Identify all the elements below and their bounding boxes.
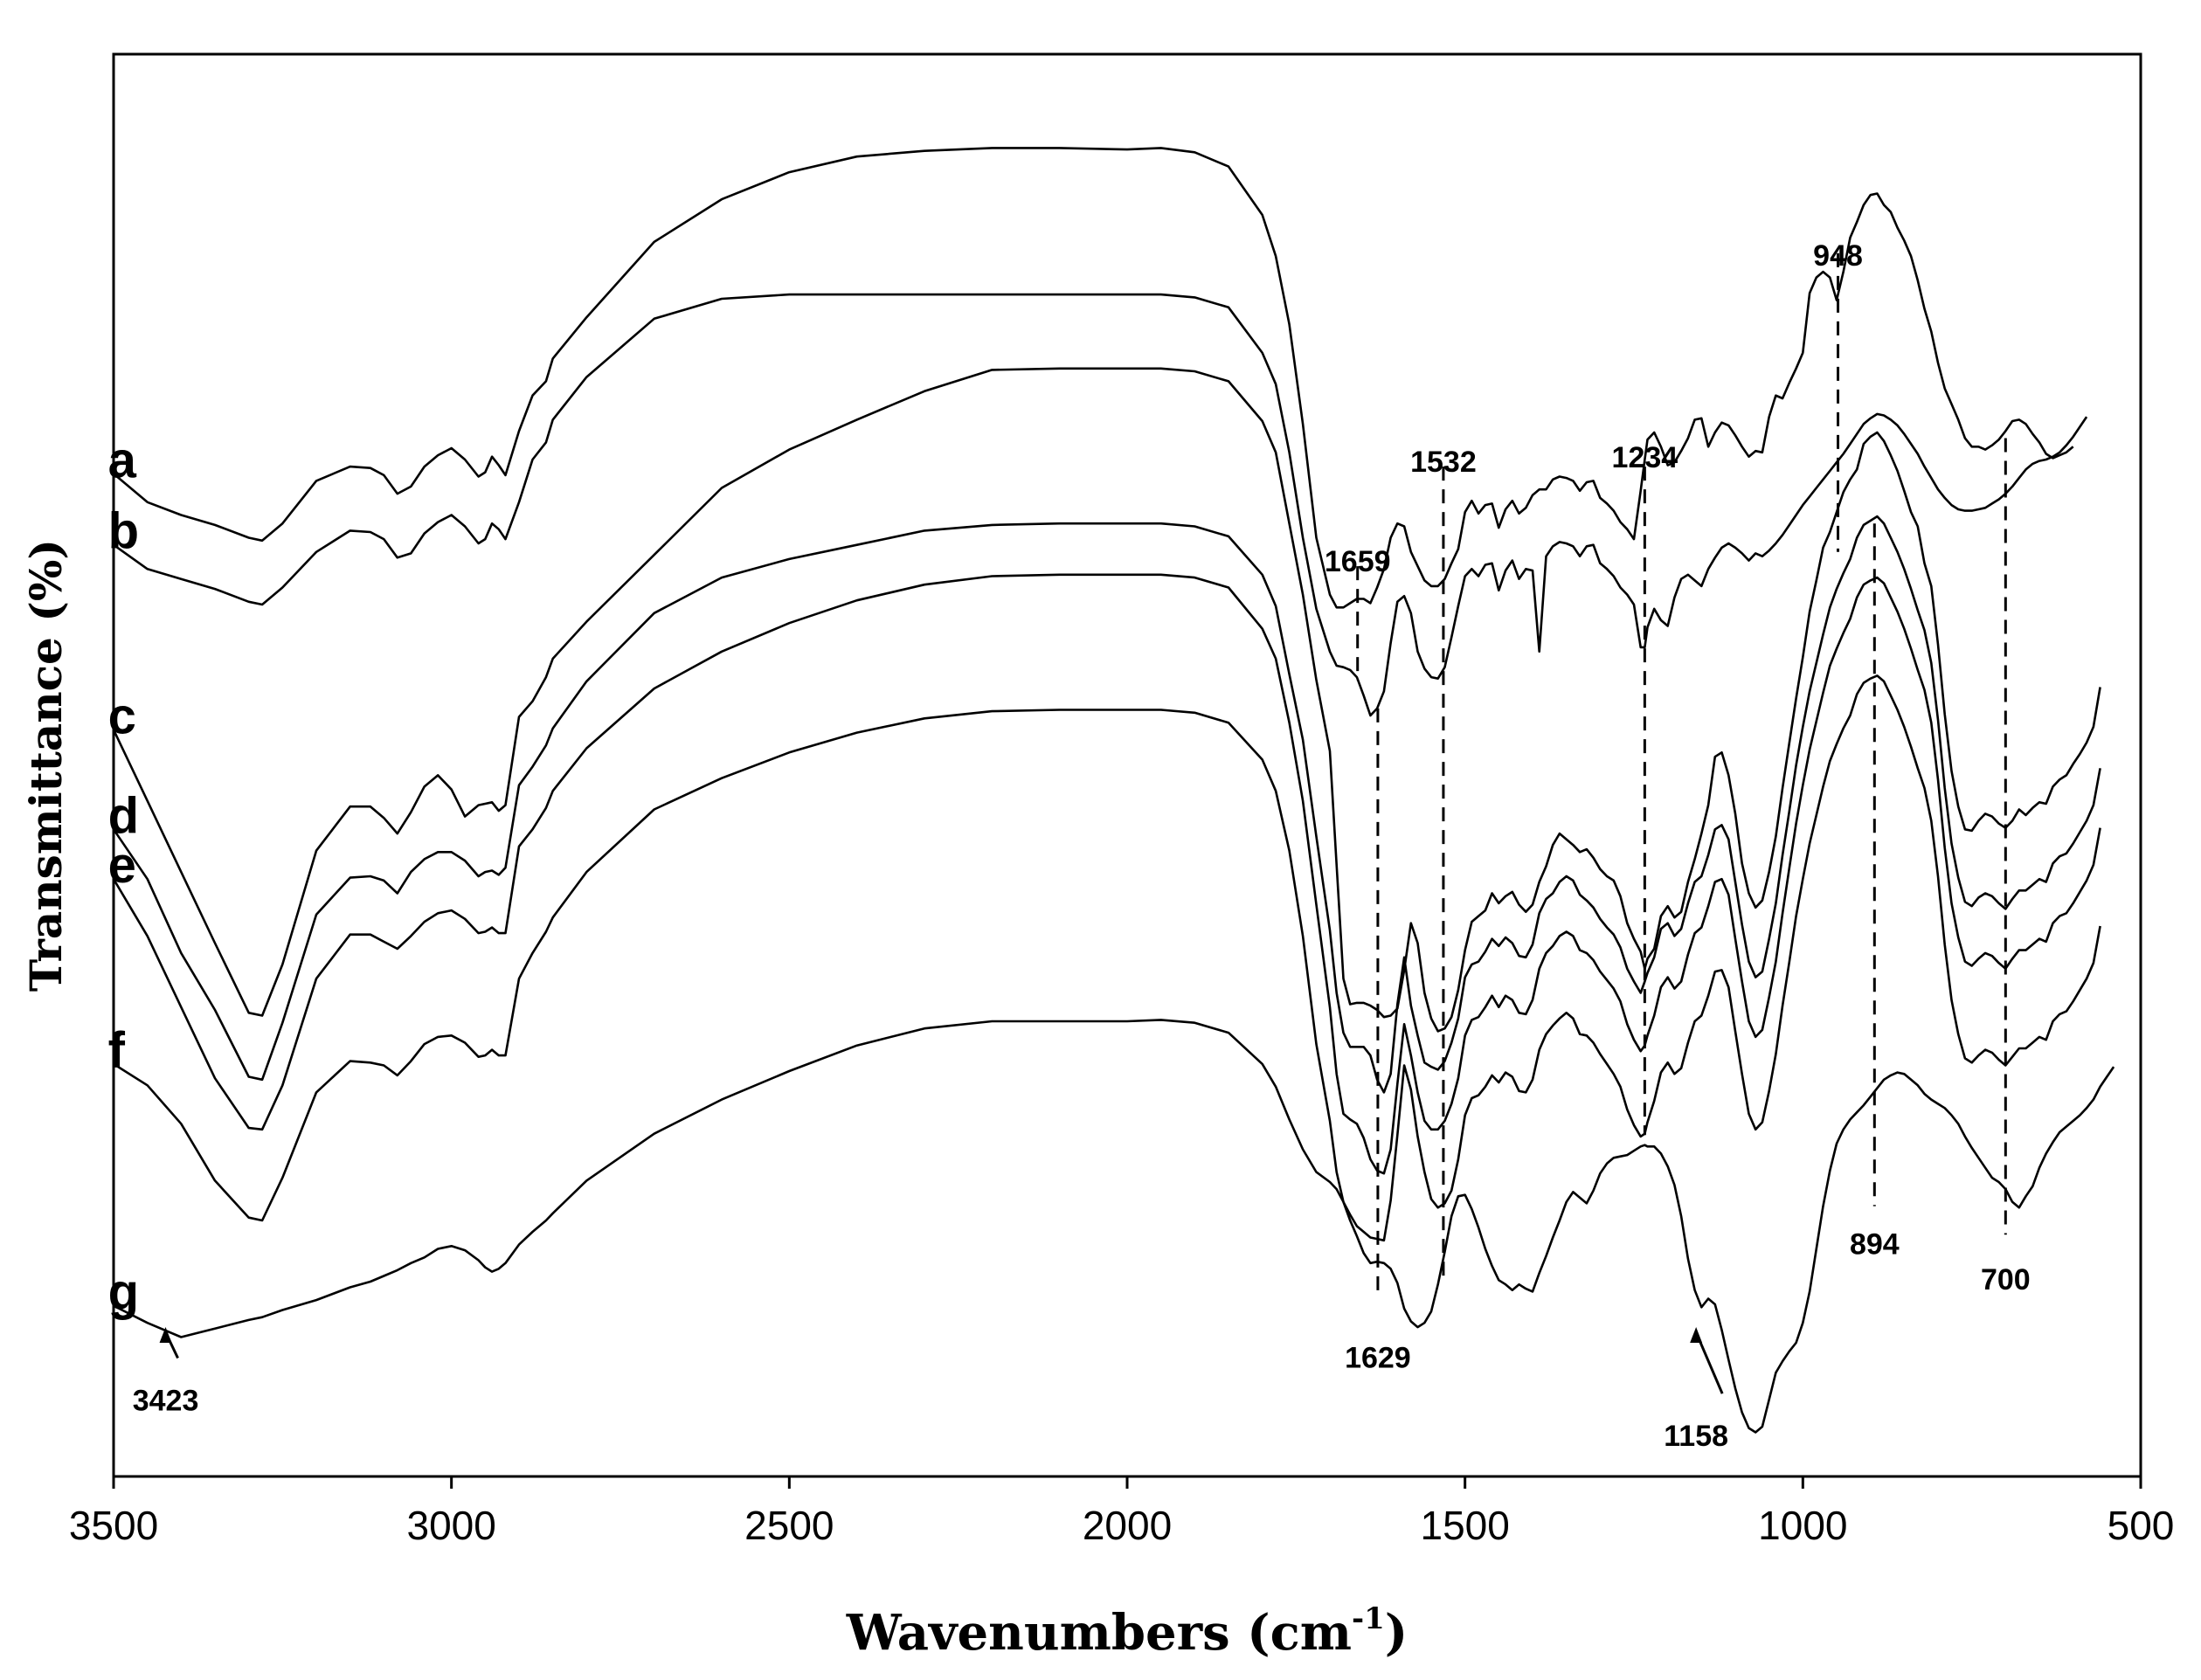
x-axis-title-end: ) <box>1385 1604 1409 1662</box>
annotation-arrowhead-1158 <box>1690 1327 1703 1344</box>
series-d-label: d <box>108 787 139 844</box>
series-e-label: e <box>108 837 136 894</box>
annotation-label-1659: 1659 <box>1325 545 1391 578</box>
series-c-label: c <box>108 688 136 744</box>
x-tick-label-3500: 3500 <box>69 1503 158 1548</box>
annotation-label-1532: 1532 <box>1410 446 1477 479</box>
x-axis-ticks: 3500 3000 2500 2000 1500 1000 500 <box>69 1476 2175 1548</box>
x-axis-title-sup: -1 <box>1352 1601 1385 1636</box>
x-tick-label-1500: 1500 <box>1420 1503 1509 1548</box>
annotation-label-948: 948 <box>1813 239 1863 273</box>
annotation-label-3423: 3423 <box>133 1384 199 1417</box>
series-a-line <box>113 147 2074 609</box>
series-a-label: a <box>108 432 137 488</box>
x-axis-title: Wavenumbers (cm-1) <box>846 1601 1409 1662</box>
annotation-label-1629: 1629 <box>1345 1342 1411 1375</box>
x-tick-label-500: 500 <box>2108 1503 2175 1548</box>
annotation-label-700: 700 <box>1981 1263 2031 1296</box>
series-b-label: b <box>108 503 139 560</box>
series-g-line <box>113 1019 2115 1434</box>
x-tick-label-3000: 3000 <box>406 1503 495 1548</box>
x-tick-label-2000: 2000 <box>1083 1503 1172 1548</box>
series-b-line <box>113 293 2088 717</box>
series-e-line <box>112 573 2101 1175</box>
series-group <box>112 147 2115 1434</box>
annotation-group: 1659 1532 1234 948 1629 894 700 3423 1158 <box>133 239 2031 1453</box>
series-g-label: g <box>108 1264 139 1321</box>
series-labels: ab cde f g <box>108 432 139 1320</box>
annotation-label-894: 894 <box>1850 1227 1900 1261</box>
series-d-line <box>112 515 2101 1094</box>
series-f-line <box>113 674 2101 1242</box>
x-tick-label-2500: 2500 <box>744 1503 834 1548</box>
annotation-label-1234: 1234 <box>1612 441 1678 474</box>
x-axis-title-main: Wavenumbers (cm <box>846 1604 1352 1662</box>
series-f-label: f <box>108 1022 126 1079</box>
annotation-label-1158: 1158 <box>1664 1420 1728 1453</box>
series-c-line <box>112 367 2101 1033</box>
y-axis-title: Transmittance (%) <box>20 539 72 992</box>
annotation-arrowhead-3423 <box>159 1327 172 1344</box>
x-tick-label-1000: 1000 <box>1758 1503 1847 1548</box>
